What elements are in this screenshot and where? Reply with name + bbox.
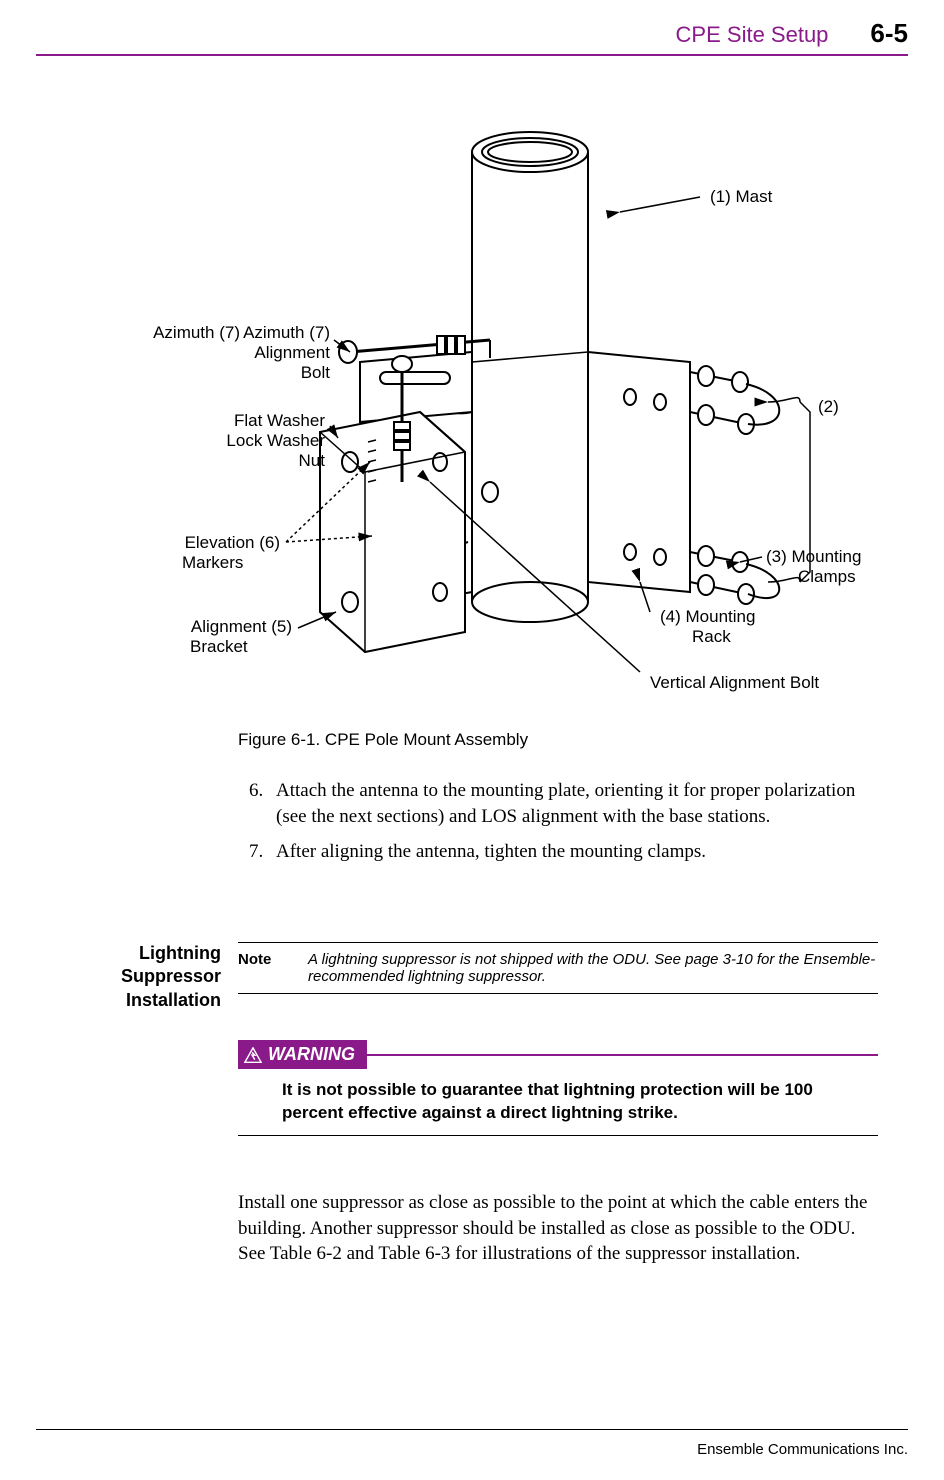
- label-azimuth-1b: Azimuth (7): [243, 323, 330, 342]
- label-mounting-rack-1: (4) Mounting: [660, 607, 755, 626]
- figure-caption: Figure 6-1. CPE Pole Mount Assembly: [238, 730, 528, 750]
- label-alignment-2: Bracket: [190, 637, 248, 656]
- label-elevation-1: Elevation (6): [185, 533, 280, 552]
- label-two: (2): [818, 397, 839, 416]
- warning-text: It is not possible to guarantee that lig…: [238, 1069, 878, 1136]
- section-heading-lightning: Lightning Suppressor Installation: [36, 942, 221, 1012]
- page-header: CPE Site Setup 6-5: [36, 18, 908, 49]
- label-azimuth-1: Azimuth (7): [153, 323, 240, 342]
- warning-block: WARNING It is not possible to guarantee …: [238, 1040, 878, 1136]
- label-mounting-clamps-1: (3) Mounting: [766, 547, 861, 566]
- section2-body: Install one suppressor as close as possi…: [238, 1190, 878, 1267]
- step-list: Attach the antenna to the mounting plate…: [238, 778, 878, 875]
- label-mast: (1) Mast: [710, 187, 773, 206]
- footer-rule: [36, 1429, 908, 1430]
- label-elevation-2: Markers: [182, 553, 243, 572]
- label-azimuth-2: Alignment: [254, 343, 330, 362]
- header-rule: [36, 54, 908, 56]
- header-page-number: 6-5: [870, 18, 908, 49]
- label-washer-3: Nut: [299, 451, 326, 470]
- label-mounting-rack-2: Rack: [692, 627, 731, 646]
- step-6: Attach the antenna to the mounting plate…: [268, 778, 878, 829]
- header-section-title: CPE Site Setup: [676, 22, 829, 48]
- label-azimuth-3: Bolt: [301, 363, 331, 382]
- figure-pole-mount: (1) Mast (2) (3) Mounting Clamps (4) Mou…: [150, 112, 870, 732]
- warning-banner: WARNING: [238, 1040, 367, 1069]
- label-mounting-clamps-2: Clamps: [798, 567, 856, 586]
- label-washer-2: Lock Washer: [226, 431, 325, 450]
- label-alignment-1: Alignment (5): [191, 617, 292, 636]
- note-label: Note: [238, 951, 308, 985]
- label-washer-1: Flat Washer: [234, 411, 325, 430]
- note-text: A lightning suppressor is not shipped wi…: [308, 951, 878, 985]
- step-7: After aligning the antenna, tighten the …: [268, 839, 878, 865]
- label-vertical-bolt: Vertical Alignment Bolt: [650, 673, 819, 692]
- note-block: Note A lightning suppressor is not shipp…: [238, 942, 878, 994]
- warning-rule: [367, 1054, 878, 1056]
- warning-label: WARNING: [268, 1044, 355, 1065]
- footer-company: Ensemble Communications Inc.: [697, 1441, 908, 1458]
- warning-icon: [244, 1047, 262, 1063]
